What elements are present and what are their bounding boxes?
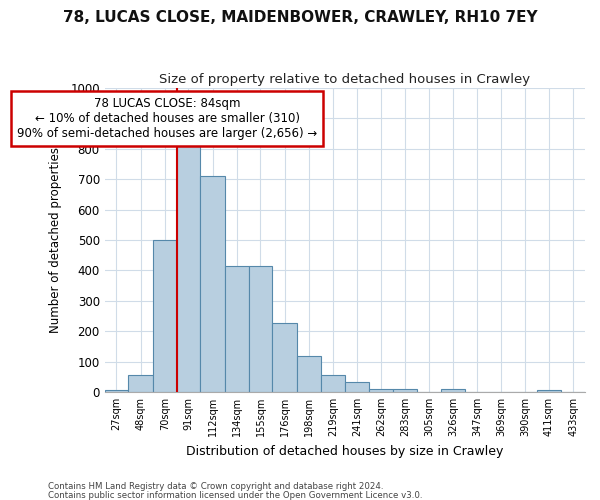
Bar — [153, 240, 176, 392]
Text: Contains public sector information licensed under the Open Government Licence v3: Contains public sector information licen… — [48, 490, 422, 500]
Bar — [272, 322, 297, 392]
Bar — [369, 389, 392, 392]
Bar — [441, 389, 464, 392]
Bar — [128, 375, 153, 392]
Text: Contains HM Land Registry data © Crown copyright and database right 2024.: Contains HM Land Registry data © Crown c… — [48, 482, 383, 491]
Bar — [200, 176, 225, 392]
Text: 78 LUCAS CLOSE: 84sqm
← 10% of detached houses are smaller (310)
90% of semi-det: 78 LUCAS CLOSE: 84sqm ← 10% of detached … — [17, 97, 317, 140]
Bar — [346, 382, 369, 392]
Bar — [176, 143, 200, 392]
Bar — [104, 390, 128, 392]
Bar — [392, 389, 418, 392]
Bar — [320, 375, 346, 392]
Bar — [248, 266, 272, 392]
Bar — [297, 356, 320, 392]
Bar — [225, 266, 248, 392]
Y-axis label: Number of detached properties: Number of detached properties — [49, 147, 62, 333]
Title: Size of property relative to detached houses in Crawley: Size of property relative to detached ho… — [159, 72, 530, 86]
Text: 78, LUCAS CLOSE, MAIDENBOWER, CRAWLEY, RH10 7EY: 78, LUCAS CLOSE, MAIDENBOWER, CRAWLEY, R… — [62, 10, 538, 25]
X-axis label: Distribution of detached houses by size in Crawley: Distribution of detached houses by size … — [186, 444, 503, 458]
Bar — [536, 390, 562, 392]
